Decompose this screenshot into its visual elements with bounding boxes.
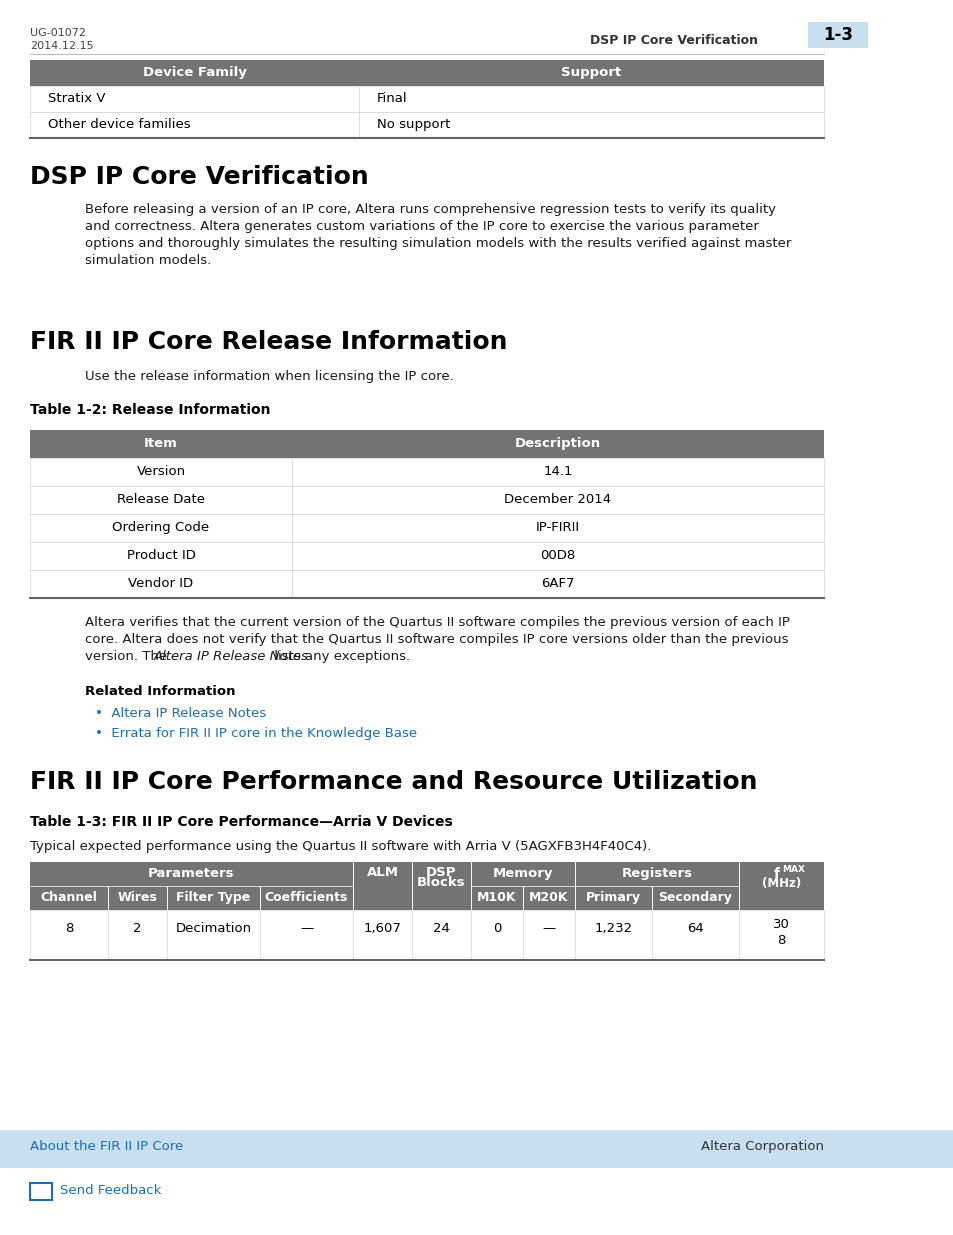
Bar bbox=[358, 61, 823, 86]
Text: 2014.12.15: 2014.12.15 bbox=[30, 41, 93, 51]
Text: UG-01072: UG-01072 bbox=[30, 28, 86, 38]
Text: Vendor ID: Vendor ID bbox=[129, 577, 193, 590]
Bar bbox=[292, 430, 823, 458]
Text: Typical expected performance using the Quartus II software with Arria V (5AGXFB3: Typical expected performance using the Q… bbox=[30, 840, 651, 853]
Text: DSP: DSP bbox=[426, 866, 456, 879]
Text: Altera IP Release Notes: Altera IP Release Notes bbox=[153, 650, 308, 663]
Text: FIR II IP Core Performance and Resource Utilization: FIR II IP Core Performance and Resource … bbox=[30, 769, 757, 794]
Bar bbox=[807, 22, 867, 48]
Text: f: f bbox=[773, 867, 779, 881]
Text: About the FIR II IP Core: About the FIR II IP Core bbox=[30, 1140, 183, 1153]
Text: 14.1: 14.1 bbox=[542, 466, 572, 478]
Text: simulation models.: simulation models. bbox=[85, 254, 211, 267]
Bar bbox=[30, 61, 358, 86]
Text: 30: 30 bbox=[772, 918, 789, 931]
Text: options and thoroughly simulates the resulting simulation models with the result: options and thoroughly simulates the res… bbox=[85, 237, 791, 249]
Text: 00D8: 00D8 bbox=[539, 550, 575, 562]
Bar bbox=[30, 542, 292, 571]
Bar bbox=[292, 571, 823, 598]
Text: Description: Description bbox=[515, 437, 600, 450]
Bar bbox=[30, 112, 358, 138]
Text: and correctness. Altera generates custom variations of the IP core to exercise t: and correctness. Altera generates custom… bbox=[85, 220, 758, 233]
Text: Decimation: Decimation bbox=[175, 923, 252, 935]
Text: (MHz): (MHz) bbox=[761, 877, 801, 890]
Text: 64: 64 bbox=[686, 923, 703, 935]
Text: •  Altera IP Release Notes: • Altera IP Release Notes bbox=[95, 706, 266, 720]
Text: Other device families: Other device families bbox=[48, 119, 191, 131]
Text: 1,232: 1,232 bbox=[594, 923, 632, 935]
Text: Version: Version bbox=[136, 466, 186, 478]
Text: Registers: Registers bbox=[620, 867, 692, 881]
Text: Wires: Wires bbox=[117, 890, 157, 904]
Text: •  Errata for FIR II IP core in the Knowledge Base: • Errata for FIR II IP core in the Knowl… bbox=[95, 727, 416, 740]
Text: 8: 8 bbox=[777, 934, 785, 947]
Bar bbox=[30, 430, 292, 458]
Bar bbox=[358, 86, 823, 112]
Bar bbox=[358, 112, 823, 138]
Text: Device Family: Device Family bbox=[142, 65, 246, 79]
Text: Table 1-2: Release Information: Table 1-2: Release Information bbox=[30, 403, 271, 417]
Text: M20K: M20K bbox=[529, 890, 568, 904]
Text: No support: No support bbox=[376, 119, 450, 131]
Polygon shape bbox=[30, 1200, 37, 1207]
Text: DSP IP Core Verification: DSP IP Core Verification bbox=[589, 35, 758, 47]
Text: 24: 24 bbox=[433, 923, 450, 935]
Text: M10K: M10K bbox=[476, 890, 517, 904]
Bar bbox=[30, 862, 823, 910]
Text: Final: Final bbox=[376, 91, 407, 105]
Text: Channel: Channel bbox=[41, 890, 97, 904]
Text: 1,607: 1,607 bbox=[363, 923, 401, 935]
Text: 8: 8 bbox=[65, 923, 73, 935]
Text: Product ID: Product ID bbox=[127, 550, 195, 562]
Text: Secondary: Secondary bbox=[658, 890, 732, 904]
Text: MAX: MAX bbox=[781, 864, 804, 874]
Text: Parameters: Parameters bbox=[148, 867, 234, 881]
Text: Table 1-3: FIR II IP Core Performance—Arria V Devices: Table 1-3: FIR II IP Core Performance—Ar… bbox=[30, 815, 453, 829]
Text: 0: 0 bbox=[493, 923, 500, 935]
Bar bbox=[30, 1183, 52, 1200]
Text: —: — bbox=[542, 923, 555, 935]
Bar bbox=[30, 571, 292, 598]
Bar bbox=[292, 514, 823, 542]
Text: Altera Corporation: Altera Corporation bbox=[700, 1140, 823, 1153]
Text: IP-FIRII: IP-FIRII bbox=[536, 521, 579, 534]
Text: Related Information: Related Information bbox=[85, 685, 235, 698]
Text: Send Feedback: Send Feedback bbox=[60, 1184, 161, 1197]
Text: lists any exceptions.: lists any exceptions. bbox=[270, 650, 410, 663]
Bar bbox=[292, 458, 823, 487]
Text: ALM: ALM bbox=[366, 866, 398, 878]
Bar bbox=[0, 1130, 953, 1168]
Text: December 2014: December 2014 bbox=[504, 493, 611, 506]
Text: —: — bbox=[299, 923, 313, 935]
Text: Item: Item bbox=[144, 437, 178, 450]
Text: 1-3: 1-3 bbox=[822, 26, 852, 44]
Text: Before releasing a version of an IP core, Altera runs comprehensive regression t: Before releasing a version of an IP core… bbox=[85, 203, 775, 216]
Text: 2: 2 bbox=[133, 923, 142, 935]
Text: Release Date: Release Date bbox=[117, 493, 205, 506]
Text: Stratix V: Stratix V bbox=[48, 91, 106, 105]
Text: Support: Support bbox=[560, 65, 621, 79]
Bar bbox=[30, 910, 823, 960]
Bar bbox=[292, 542, 823, 571]
Bar bbox=[30, 514, 292, 542]
Bar bbox=[30, 86, 358, 112]
Text: DSP IP Core Verification: DSP IP Core Verification bbox=[30, 165, 369, 189]
Text: Primary: Primary bbox=[585, 890, 640, 904]
Text: Altera verifies that the current version of the Quartus II software compiles the: Altera verifies that the current version… bbox=[85, 616, 789, 629]
Text: Use the release information when licensing the IP core.: Use the release information when licensi… bbox=[85, 370, 454, 383]
Text: FIR II IP Core Release Information: FIR II IP Core Release Information bbox=[30, 330, 507, 354]
Text: Ordering Code: Ordering Code bbox=[112, 521, 210, 534]
Text: core. Altera does not verify that the Quartus II software compiles IP core versi: core. Altera does not verify that the Qu… bbox=[85, 634, 788, 646]
Bar bbox=[30, 487, 292, 514]
Bar bbox=[292, 487, 823, 514]
Text: version. The: version. The bbox=[85, 650, 172, 663]
Text: Coefficients: Coefficients bbox=[265, 890, 348, 904]
Text: Memory: Memory bbox=[493, 867, 553, 881]
Text: 6AF7: 6AF7 bbox=[540, 577, 574, 590]
Bar bbox=[30, 458, 292, 487]
Text: Filter Type: Filter Type bbox=[176, 890, 251, 904]
Text: Blocks: Blocks bbox=[416, 876, 465, 889]
